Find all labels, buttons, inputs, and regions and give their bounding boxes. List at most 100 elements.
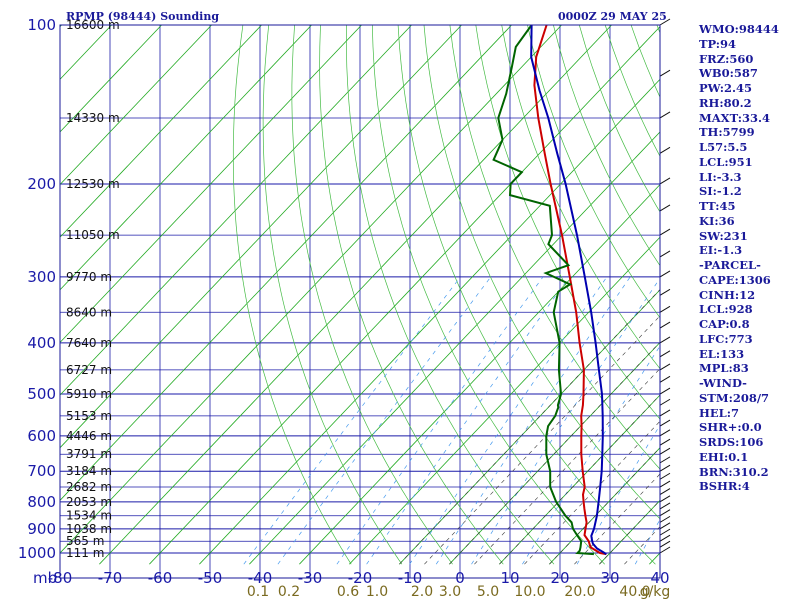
dry-adiabat xyxy=(449,25,660,470)
isotherm xyxy=(60,25,312,291)
parameter-line: SRDS:106 xyxy=(699,435,764,449)
wind-barb xyxy=(659,480,671,488)
moist-adiabat xyxy=(499,394,660,565)
parameter-line: LCL:928 xyxy=(699,302,753,317)
parameter-line: TH:5799 xyxy=(699,125,755,140)
parameter-line: CAPE:1306 xyxy=(699,272,771,287)
isotherm xyxy=(60,25,212,186)
isotherm xyxy=(249,131,660,565)
mixing-ratio-label: 0.1 xyxy=(247,584,269,600)
pressure-label-300: 300 xyxy=(27,268,56,286)
wind-barb xyxy=(659,398,671,406)
mixing-ratio-label: 10.0 xyxy=(514,584,545,600)
dry-adiabat xyxy=(319,25,504,565)
parameter-line: SHR+:0.0 xyxy=(699,420,762,435)
pressure-label-400: 400 xyxy=(27,334,56,352)
mixing-ratio-label: 0.6 xyxy=(337,584,359,600)
wind-barb xyxy=(659,69,671,77)
wind-barb xyxy=(659,363,671,371)
plot-frame xyxy=(59,24,661,579)
wind-barb xyxy=(659,177,671,185)
parameter-line: FRZ:560 xyxy=(699,51,754,66)
dry-adiabat xyxy=(475,25,660,420)
parameter-line: TP:94 xyxy=(699,36,737,51)
wind-barb xyxy=(659,429,671,437)
x-axis-unit: mb xyxy=(33,569,57,587)
height-label: 5153 m xyxy=(66,409,112,423)
temperature-profile xyxy=(533,25,607,556)
parameter-panel: WMO:98444 TP:94 FRZ:560 WB0:587 PW:2.45 RH:80… xyxy=(699,22,799,494)
parameter-line: BSHR:4 xyxy=(699,479,750,494)
wind-barb xyxy=(659,228,671,236)
isotherm xyxy=(60,25,412,396)
mixing-ratio-line xyxy=(366,276,570,565)
parameter-line: LI:-3.3 xyxy=(699,169,742,184)
pressure-label-800: 800 xyxy=(27,493,56,511)
height-label: 5910 m xyxy=(66,387,112,401)
mixing-ratio-line xyxy=(243,276,461,565)
mixing-ratio-line xyxy=(277,276,492,565)
parameter-line: STM:208/7 xyxy=(699,390,770,405)
wind-barb xyxy=(659,111,671,119)
isotherm xyxy=(349,236,660,565)
parameter-line: HEL:7 xyxy=(699,405,739,420)
mixing-ratio-label: 5.0 xyxy=(477,584,499,600)
dry-adiabat xyxy=(232,25,352,565)
mixing-ratio-label: g/kg xyxy=(640,584,671,600)
parcel-profile xyxy=(530,25,607,555)
parameter-line: KI:36 xyxy=(699,213,735,228)
parameter-line: EI:-1.3 xyxy=(699,243,743,258)
dry-adiabat xyxy=(262,25,403,565)
height-label: 1038 m xyxy=(66,522,112,536)
pressure-label-500: 500 xyxy=(27,385,56,403)
pressure-label-900: 900 xyxy=(27,520,56,538)
height-label: 4446 m xyxy=(66,429,112,443)
isotherm xyxy=(199,78,660,565)
height-label: 1534 m xyxy=(66,509,112,523)
parameter-line: WB0:587 xyxy=(699,66,758,81)
profile-layer xyxy=(492,25,607,556)
wind-barb xyxy=(659,305,671,313)
wind-barb xyxy=(659,250,671,258)
height-label: 7640 m xyxy=(66,336,112,350)
parameter-line: LCL:951 xyxy=(699,154,753,169)
wind-barb xyxy=(659,540,671,548)
wind-barb xyxy=(659,387,671,395)
wind-barb xyxy=(659,464,671,472)
isotherm xyxy=(60,25,262,238)
mixing-ratio-label: 20.0 xyxy=(564,584,595,600)
parameter-line: SI:-1.2 xyxy=(699,184,742,199)
mixing-ratio-label: 3.0 xyxy=(439,584,461,600)
wind-barb xyxy=(659,375,671,383)
parameter-line: SW:231 xyxy=(699,228,748,243)
height-label: 111 m xyxy=(66,546,104,560)
isotherm xyxy=(299,183,660,565)
dry-adiabat xyxy=(553,25,660,267)
isotherm xyxy=(99,25,612,565)
isotherm xyxy=(60,25,462,449)
wind-barb xyxy=(659,546,671,554)
parameter-line: LFC:773 xyxy=(699,331,753,346)
parameter-line: EHI:0.1 xyxy=(699,449,749,464)
wind-barb xyxy=(659,146,671,154)
wind-barb xyxy=(659,409,671,417)
parameter-line: L57:5.5 xyxy=(699,140,748,154)
mixing-ratio-line xyxy=(471,277,660,565)
wind-barb xyxy=(659,472,671,480)
height-label: 565 m xyxy=(66,534,104,548)
pressure-label-200: 200 xyxy=(27,175,56,193)
wind-barb xyxy=(659,488,671,495)
moist-adiabat xyxy=(449,341,660,565)
parameter-line: RH:80.2 xyxy=(699,95,752,110)
parameter-line: MPL:83 xyxy=(699,361,749,376)
parameter-line: WMO:98444 xyxy=(699,22,779,36)
moist-adiabat xyxy=(424,315,660,565)
mixing-ratio-line xyxy=(522,345,660,565)
dry-adiabat xyxy=(371,25,605,565)
dry-adiabat xyxy=(346,25,555,565)
isotherm xyxy=(60,25,162,133)
height-label: 8640 m xyxy=(66,305,112,319)
mixing-ratio-label: 2.0 xyxy=(411,584,433,600)
height-label: 14330 m xyxy=(66,111,120,125)
